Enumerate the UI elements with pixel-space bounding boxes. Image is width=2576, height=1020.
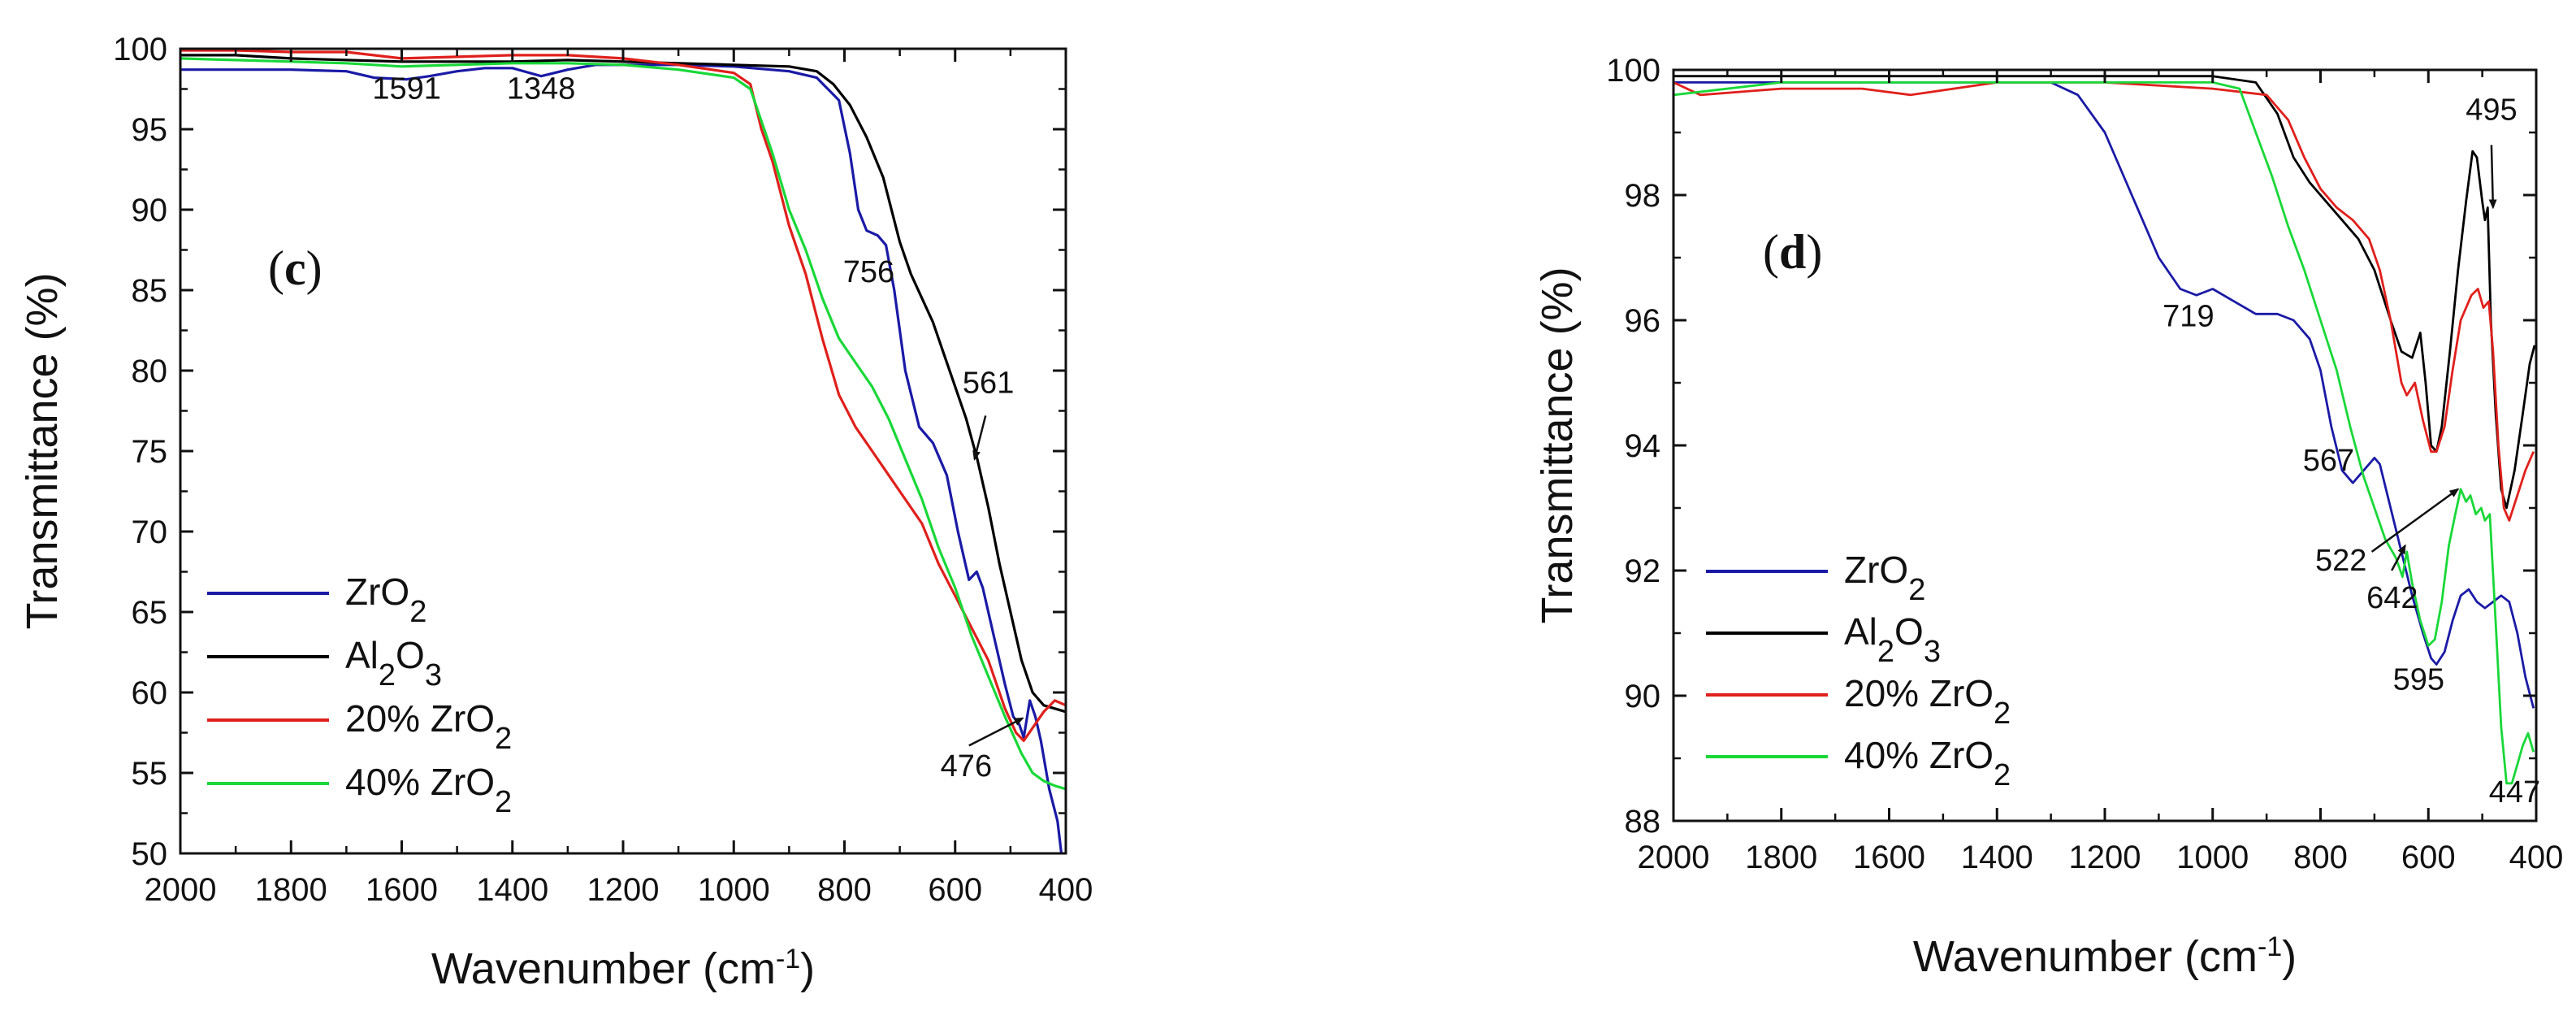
y-tick-label: 94 <box>1625 428 1661 464</box>
annotation-arrow <box>972 415 987 461</box>
legend-label-3: 40% ZrO2 <box>1844 734 2011 792</box>
peak-annotation: 756 <box>843 255 894 289</box>
legend-label-2: 20% ZrO2 <box>345 697 512 756</box>
y-axis-title: Transmittance (%) <box>1533 267 1582 623</box>
panel-label: (c) <box>268 241 323 295</box>
x-tick-label: 1000 <box>698 872 770 908</box>
legend-label-1: Al2O3 <box>345 634 442 692</box>
series-line-2 <box>1673 81 2535 522</box>
y-tick-label: 50 <box>132 836 168 872</box>
y-tick-label: 96 <box>1625 303 1661 339</box>
y-axis-title: Transmittance (%) <box>18 272 67 629</box>
plot-frame <box>179 47 1067 855</box>
x-tick-label: 1400 <box>1961 840 2033 875</box>
x-tick-label: 400 <box>1039 872 1093 908</box>
x-tick-label: 1200 <box>2069 840 2141 875</box>
y-tick-label: 92 <box>1625 553 1661 589</box>
peak-annotation: 1348 <box>507 72 576 106</box>
y-tick-label: 80 <box>132 354 168 389</box>
x-tick-label: 1000 <box>2176 840 2249 875</box>
x-axis-title: Wavenumber (cm-1) <box>1913 931 2297 981</box>
legend-label-3: 40% ZrO2 <box>345 761 512 819</box>
chart-panel-c: 2000 1800 1600 1400 1200 1000 800 600 400 50 55 60 6… <box>18 32 1093 993</box>
x-tick-label: 1600 <box>366 872 438 908</box>
peak-annotation: 1591 <box>372 72 441 106</box>
y-tick-label: 75 <box>132 434 168 470</box>
peak-annotation: 522 <box>2315 544 2366 578</box>
peak-annotation: 567 <box>2303 444 2354 478</box>
legend-label-2: 20% ZrO2 <box>1844 672 2011 731</box>
series-line-3 <box>1673 81 2535 785</box>
y-tick-label: 90 <box>1625 679 1661 714</box>
y-tick-label: 70 <box>132 514 168 550</box>
x-axis-title: Wavenumber (cm-1) <box>431 944 815 993</box>
y-tick-label: 60 <box>132 675 168 711</box>
y-tick-label: 55 <box>132 756 168 792</box>
peak-annotation: 561 <box>963 367 1014 401</box>
y-tick-label: 90 <box>132 193 168 228</box>
x-tick-label: 600 <box>928 872 982 908</box>
panel-label: (d) <box>1763 225 1822 279</box>
x-tick-label: 800 <box>817 872 872 908</box>
y-tick-label: 85 <box>132 273 168 309</box>
y-tick-label: 98 <box>1625 178 1661 214</box>
annotation-arrow <box>968 717 1024 747</box>
series-line-0 <box>180 63 1063 854</box>
peak-annotation: 495 <box>2466 93 2517 128</box>
y-tick-label: 95 <box>132 112 168 148</box>
plot-frame <box>1672 68 2538 823</box>
annotation-arrow <box>2488 145 2497 210</box>
annotation-arrow <box>2391 544 2406 571</box>
x-tick-label: 1200 <box>587 872 660 908</box>
peak-annotation: 476 <box>941 749 992 783</box>
legend-label-0: ZrO2 <box>1844 549 1925 607</box>
x-tick-label: 800 <box>2293 840 2348 875</box>
x-tick-label: 600 <box>2401 840 2456 875</box>
series-line-3 <box>180 57 1067 791</box>
x-tick-label: 1400 <box>476 872 548 908</box>
peak-annotation: 595 <box>2393 662 2444 697</box>
y-tick-label: 88 <box>1625 804 1661 840</box>
peak-annotation: 719 <box>2163 300 2214 334</box>
series-line-1 <box>1673 75 2536 510</box>
peak-annotation: 642 <box>2366 581 2418 615</box>
series-line-1 <box>180 54 1067 714</box>
peak-annotation: 447 <box>2489 775 2540 809</box>
x-tick-label: 1800 <box>255 872 327 908</box>
chart-panel-d: 2000 1800 1600 1400 1200 1000 800 600 400 88 90 92 9… <box>1533 53 2563 981</box>
x-tick-label: 2000 <box>145 872 217 908</box>
x-tick-label: 1800 <box>1745 840 1817 875</box>
legend-label-0: ZrO2 <box>345 571 426 629</box>
x-tick-label: 1600 <box>1853 840 1925 875</box>
annotation-arrow <box>2370 488 2460 553</box>
y-tick-label: 65 <box>132 595 168 631</box>
series-line-2 <box>180 49 1067 742</box>
y-tick-label: 100 <box>113 32 167 67</box>
y-tick-label: 100 <box>1606 53 1660 89</box>
x-tick-label: 400 <box>2509 840 2564 875</box>
x-tick-label: 2000 <box>1638 840 1710 875</box>
series-line-0 <box>1673 81 2535 709</box>
legend-label-1: Al2O3 <box>1844 610 1941 669</box>
